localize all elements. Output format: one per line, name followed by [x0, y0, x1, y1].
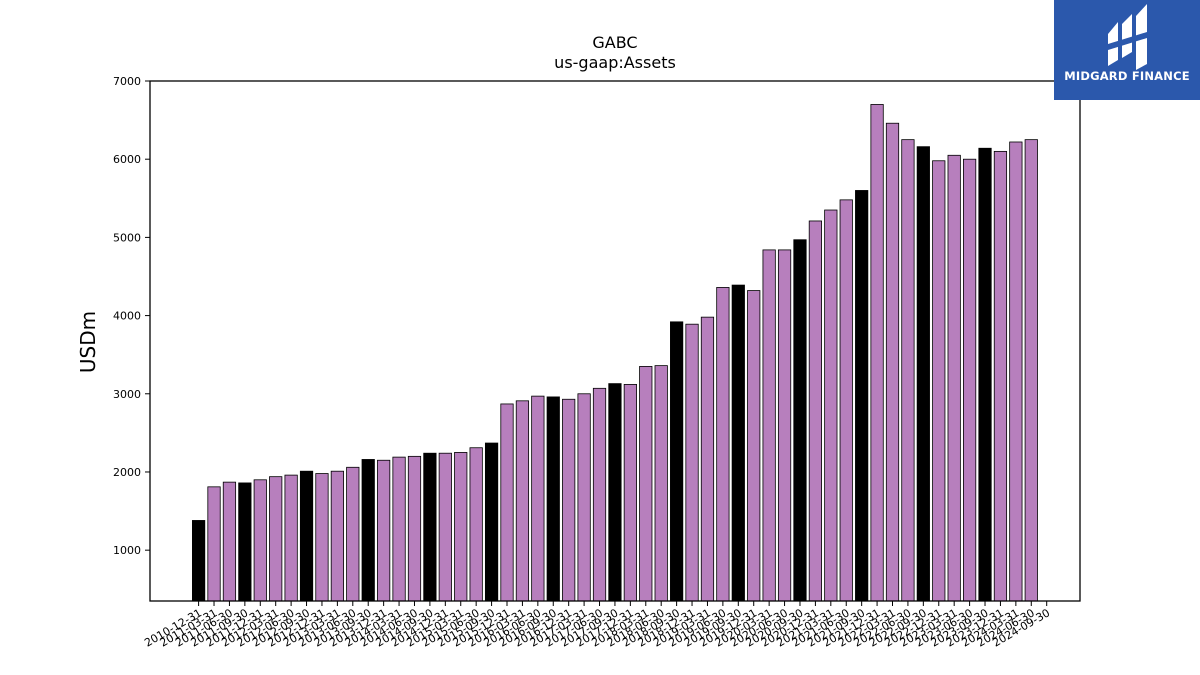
bar-2017-12-31: [623, 383, 637, 602]
bar-2017-09-30: [608, 383, 622, 602]
bar-2015-12-31: [500, 403, 514, 602]
plot-frame: [149, 80, 1081, 602]
bar-2024-06-30: [1024, 139, 1038, 602]
bar-2020-03-31: [762, 249, 776, 602]
bar-2022-06-30: [901, 139, 915, 602]
bar-2019-06-30: [716, 287, 730, 602]
y-tick-label: 2000: [113, 466, 141, 479]
bar-2022-09-30: [916, 146, 930, 602]
bar-2020-12-31: [808, 220, 823, 602]
bar-2021-09-30: [855, 190, 869, 602]
bar-2020-09-30: [793, 239, 807, 602]
bar-2014-12-31: [438, 452, 452, 602]
bar-2023-03-31: [947, 154, 961, 602]
bar-2011-09-30: [238, 482, 252, 602]
logo-text: MIDGARD FINANCE: [1064, 69, 1190, 83]
bar-2013-06-30: [346, 466, 360, 602]
bar-2012-03-31: [269, 476, 283, 602]
y-tick-label: 4000: [113, 310, 141, 323]
y-tick-label: 5000: [113, 231, 141, 244]
bar-2016-09-30: [546, 396, 560, 602]
bar-2010-12-31: [191, 520, 206, 602]
bar-2016-03-31: [515, 400, 530, 602]
bar-2021-03-31: [824, 209, 838, 602]
bar-2022-03-31: [885, 122, 900, 602]
bar-2011-12-31: [253, 479, 267, 602]
bar-2012-06-30: [284, 474, 298, 602]
bar-2015-09-30: [484, 442, 499, 602]
bar-2019-09-30: [731, 284, 745, 602]
bar-2023-06-30: [963, 158, 977, 602]
y-tick-label: 7000: [113, 75, 141, 88]
y-axis-ticks: 1000 2000 3000 4000 5000 6000 7000: [113, 75, 150, 557]
y-tick-label: 3000: [113, 388, 141, 401]
bar-2011-06-30: [222, 481, 237, 602]
midgard-logo-icon: [1108, 4, 1147, 70]
bar-2012-09-30: [299, 470, 314, 602]
bar-2023-09-30: [978, 147, 992, 602]
bars-group: [191, 104, 1038, 602]
bar-2013-09-30: [361, 459, 375, 602]
bar-2018-03-31: [639, 366, 653, 602]
bar-2013-03-31: [330, 470, 344, 602]
bar-2020-06-30: [777, 249, 792, 602]
bar-2023-12-31: [993, 150, 1008, 602]
y-axis-label: USDm: [76, 311, 100, 373]
bar-2021-12-31: [870, 104, 884, 602]
bar-2018-06-30: [654, 365, 668, 602]
bar-2022-12-31: [932, 160, 946, 602]
bar-2011-03-31: [207, 486, 221, 602]
midgard-finance-logo: MIDGARD FINANCE: [1054, 0, 1200, 100]
y-tick-label: 6000: [113, 153, 141, 166]
bar-2014-06-30: [407, 455, 422, 602]
bar-2016-06-30: [531, 395, 545, 602]
bar-2021-06-30: [839, 199, 853, 602]
bar-2017-03-31: [577, 393, 591, 602]
bar-2019-03-31: [700, 316, 715, 602]
chart-subtitle: us-gaap:Assets: [554, 53, 676, 72]
bar-2014-03-31: [392, 456, 406, 602]
y-tick-label: 1000: [113, 544, 141, 557]
bar-2013-12-31: [377, 459, 391, 602]
bar-2018-12-31: [685, 323, 699, 602]
bar-2016-12-31: [562, 398, 576, 602]
bar-2019-12-31: [747, 290, 761, 602]
bar-2024-03-31: [1009, 141, 1023, 602]
chart-title: GABC: [592, 33, 637, 52]
bar-2014-09-30: [423, 452, 437, 602]
bar-2017-06-30: [592, 387, 607, 602]
bar-2018-09-30: [670, 321, 684, 602]
bar-2015-06-30: [469, 447, 483, 602]
x-axis-ticks: 2010-12-312011-03-312011-06-302011-09-30…: [142, 601, 1052, 650]
bar-2012-12-31: [315, 473, 329, 602]
bar-2015-03-31: [454, 452, 468, 602]
